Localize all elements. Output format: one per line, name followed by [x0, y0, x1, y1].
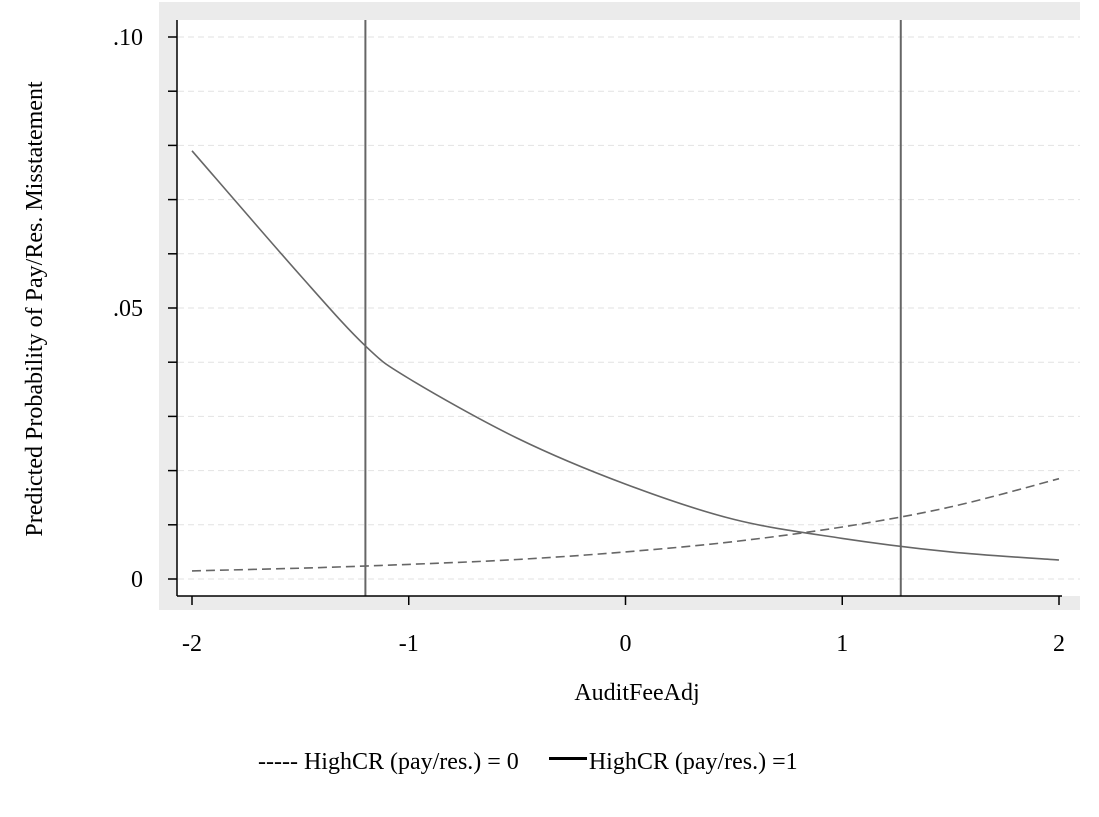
series-line-highcr-1	[191, 150, 1060, 561]
series-line-highcr-0	[191, 477, 1060, 572]
x-axis-title: AuditFeeAdj	[574, 680, 699, 706]
x-tick-label: 2	[1053, 631, 1065, 657]
x-tick-label: -2	[182, 631, 202, 657]
legend-item-solid: HighCR (pay/res.) =1	[548, 748, 798, 776]
gridlines	[178, 36, 1080, 580]
y-axis-title: Predicted Probability of Pay/Res. Missta…	[22, 81, 48, 537]
legend-dashed-marker: -----	[258, 748, 298, 775]
y-tick-label: .10	[113, 25, 143, 51]
legend-solid-line-swatch	[548, 756, 587, 760]
series-lines	[191, 150, 1060, 572]
x-tick-label: -1	[399, 631, 419, 657]
x-tick-label: 0	[620, 631, 632, 657]
legend-label-dashed: HighCR (pay/res.) = 0	[303, 748, 519, 775]
x-tick-label: 1	[836, 631, 848, 657]
y-tick-label: .05	[113, 296, 143, 322]
legend: ----- HighCR (pay/res.) = 0 HighCR (pay/…	[258, 744, 1018, 780]
legend-item-dashed: ----- HighCR (pay/res.) = 0	[258, 749, 519, 776]
axes: 0 .05 .10 -2 -1 0 1 2	[113, 20, 1065, 657]
legend-label-solid: HighCR (pay/res.) =1	[588, 748, 798, 775]
y-tick-label: 0	[131, 567, 143, 593]
reference-lines	[364, 20, 902, 596]
